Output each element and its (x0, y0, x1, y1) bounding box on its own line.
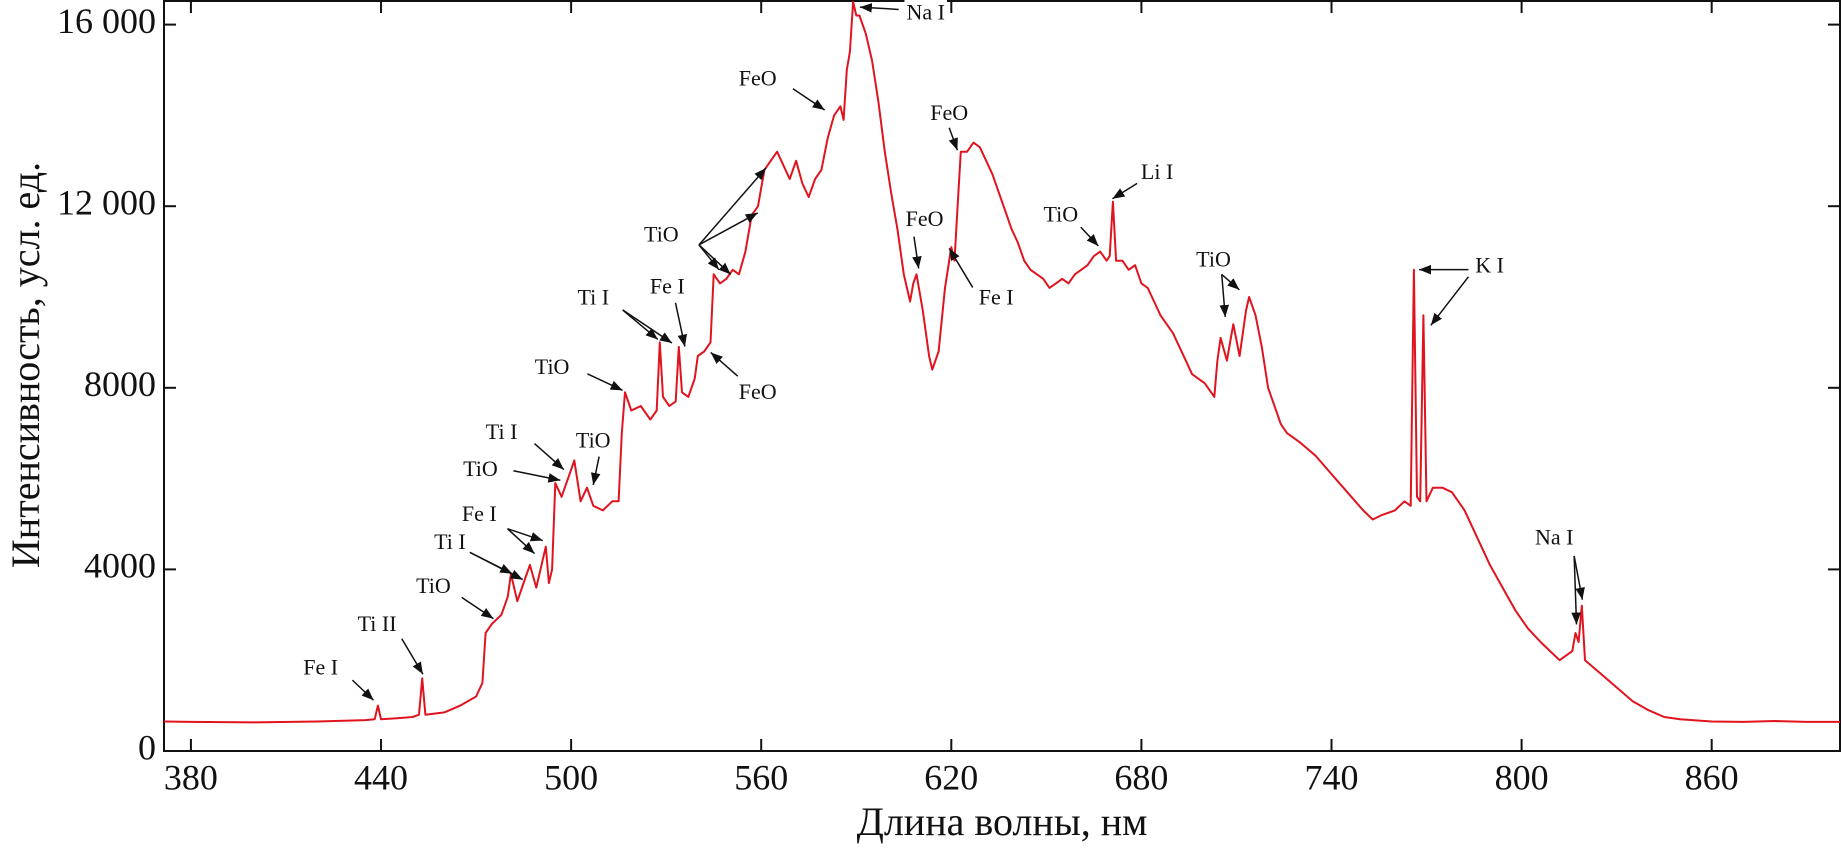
annotation: TiO (535, 354, 570, 379)
annotation: TiO (576, 427, 611, 452)
annotation-arrow (698, 167, 767, 246)
annotation: Fe I (979, 284, 1014, 309)
annotation-bg (903, 206, 946, 232)
y-tick-label: 4000 (84, 546, 156, 586)
annotation-bg (928, 99, 971, 125)
annotation-arrow (948, 127, 959, 151)
annotation-arrow (1573, 555, 1585, 600)
annotation: Ti I (577, 284, 609, 309)
annotation-arrow (351, 679, 375, 701)
annotation-arrow (587, 373, 623, 392)
annotation-bg (575, 284, 612, 310)
annotation: Na I (906, 0, 944, 24)
annotation-arrow (401, 638, 424, 675)
annotation: TiO (644, 222, 679, 247)
annotation-bg (1194, 246, 1233, 272)
annotation-arrow (1219, 274, 1230, 318)
annotation: Fe I (462, 501, 497, 526)
annotation-bg (432, 529, 468, 555)
annotation-bg (355, 610, 399, 636)
annotation-bg (976, 284, 1016, 310)
y-axis-label: Интенсивность, усл. ед. (3, 162, 48, 568)
annotation-bg (647, 273, 687, 299)
annotation-arrow (1430, 276, 1470, 326)
x-tick-label: 380 (164, 757, 218, 797)
annotation-bg (414, 572, 453, 598)
y-tick-label: 16 000 (57, 1, 156, 41)
annotation-arrow (507, 528, 543, 542)
annotation-bg (301, 654, 341, 680)
annotation-arrow (506, 528, 536, 555)
annotation-bg (1041, 201, 1081, 227)
annotation-arrow (513, 470, 561, 483)
x-axis-label: Длина волны, нм (857, 799, 1148, 844)
x-tick-label: 800 (1495, 757, 1549, 797)
annotation-bg (573, 427, 613, 453)
annotation-arrow (710, 351, 739, 377)
annotation-bg (904, 0, 947, 25)
annotation-arrow (912, 236, 922, 269)
annotation: Na I (1535, 524, 1573, 549)
annotation-arrow (1221, 273, 1240, 291)
annotation-bg (1532, 524, 1576, 550)
annotation-arrow (1571, 555, 1581, 625)
annotation: Ti II (358, 611, 397, 636)
annotation-bg (736, 65, 779, 91)
x-tick-label: 860 (1685, 757, 1739, 797)
plot-frame (163, 0, 1841, 752)
annotation-bg (461, 455, 500, 481)
annotation-arrow (622, 309, 659, 341)
x-tick-label: 680 (1114, 757, 1168, 797)
annotation: K I (1475, 252, 1504, 277)
x-tick-label: 560 (734, 757, 788, 797)
y-tick-label: 8000 (84, 364, 156, 404)
annotation-arrow (948, 248, 974, 288)
annotation-bg (483, 419, 520, 445)
annotation-bg (736, 378, 779, 404)
x-tick-label: 440 (354, 757, 408, 797)
annotation: TiO (1196, 246, 1231, 271)
annotation: Li I (1141, 159, 1173, 184)
annotation-bg (459, 500, 499, 526)
annotation-bg (642, 221, 681, 247)
annotation-arrow (622, 309, 673, 344)
annotation: TiO (463, 456, 498, 481)
x-tick-label: 740 (1304, 757, 1358, 797)
annotation: TiO (416, 573, 451, 598)
annotation-bg (532, 354, 572, 380)
annotation-arrow (534, 442, 565, 471)
annotation-arrow (792, 88, 826, 111)
annotation-arrow (1080, 226, 1099, 247)
annotation-arrow (859, 3, 899, 13)
annotation: TiO (1043, 202, 1078, 227)
annotation-arrow (698, 244, 732, 275)
annotation: Fe I (303, 655, 338, 680)
annotation-arrow (1112, 182, 1138, 200)
annotation-bg (1138, 158, 1176, 184)
y-tick-label: 12 000 (57, 182, 156, 222)
annotation-arrow (469, 551, 524, 581)
annotation-arrow (698, 212, 759, 246)
annotation-bg (1473, 252, 1506, 278)
annotation-arrow (590, 456, 601, 486)
annotation: FeO (739, 65, 777, 90)
x-tick-label: 620 (924, 757, 978, 797)
annotation: Fe I (650, 274, 685, 299)
annotation-arrow (674, 302, 688, 347)
x-tick-label: 500 (544, 757, 598, 797)
annotation: Ti I (434, 529, 466, 554)
annotation: FeO (906, 206, 944, 231)
annotation-arrow (461, 596, 494, 620)
annotation-arrow (698, 244, 720, 271)
annotation: FeO (739, 379, 777, 404)
annotation: Ti I (486, 419, 518, 444)
y-tick-label: 0 (138, 727, 156, 767)
annotation: FeO (930, 100, 968, 125)
spectrum-line (163, 0, 1840, 724)
